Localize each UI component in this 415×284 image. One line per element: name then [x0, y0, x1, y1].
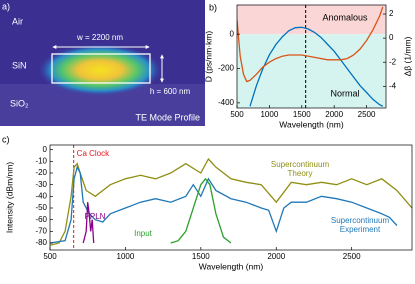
series-group — [237, 6, 384, 107]
plot-frame — [49, 144, 413, 251]
y2-tick-label: 2 — [389, 9, 394, 18]
panel-label: b) — [209, 2, 217, 12]
y2-tick-label: 0 — [389, 33, 394, 42]
x-tick-label: 2500 — [358, 110, 376, 119]
y2-axis-label: Δβ (1/mm) — [402, 36, 412, 76]
x-tick-label: 500 — [230, 110, 244, 119]
core-label: SiN — [12, 60, 27, 70]
annotation: Normal — [330, 88, 359, 98]
series-line — [50, 165, 398, 244]
substrate-label: SiO₂ — [10, 98, 29, 108]
marker-label: Ca Clock — [77, 149, 110, 158]
x-tick-label: 1000 — [117, 252, 135, 261]
x-axis-label: Wavelength (nm) — [199, 261, 264, 271]
panel-label: a) — [2, 1, 10, 11]
plot — [237, 5, 386, 108]
waveguide-core — [51, 53, 151, 84]
annotation: Anomalous — [322, 12, 368, 22]
width-label: w = 2200 nm — [76, 33, 123, 42]
y-tick-label: -10 — [35, 156, 47, 165]
y-tick-label: -40 — [35, 191, 47, 200]
series-group — [50, 157, 412, 246]
y-tick-label: -200 — [218, 64, 235, 73]
plot-frame — [236, 4, 387, 109]
series-line — [170, 177, 232, 244]
series-label: Supercontinuum Theory — [270, 160, 330, 178]
x-tick-label: 2000 — [325, 110, 343, 119]
series-label: PPLN — [84, 212, 106, 221]
y-tick-label: -400 — [218, 98, 235, 107]
y2-tick-label: -4 — [389, 81, 397, 90]
x-axis-label: Wavelength (nm) — [279, 119, 344, 129]
x-tick-label: 1500 — [293, 110, 311, 119]
y-tick-label: -70 — [35, 226, 47, 235]
x-tick-label: 1500 — [192, 252, 210, 261]
y-axis-label: Intensity (dBm/nm) — [4, 162, 14, 233]
y-tick-label: -50 — [35, 203, 47, 212]
series-line — [82, 202, 95, 244]
y-tick-label: 0 — [43, 145, 48, 154]
mode-profile — [38, 44, 162, 96]
series-line — [237, 6, 384, 83]
panel-label: c) — [2, 134, 10, 144]
y-tick-label: -30 — [35, 180, 47, 189]
x-tick-label: 2000 — [267, 252, 285, 261]
x-tick-label: 1000 — [260, 110, 278, 119]
y-axis-label: D (ps/nm·km) — [203, 31, 213, 83]
plot — [50, 145, 412, 250]
x-tick-label: 500 — [43, 252, 57, 261]
series-line — [50, 157, 412, 246]
y2-tick-label: -2 — [389, 57, 397, 66]
y-tick-label: 0 — [230, 29, 235, 38]
caption: TE Mode Profile — [135, 112, 200, 122]
y-tick-label: -60 — [35, 215, 47, 224]
series-line — [249, 26, 384, 107]
y-tick-label: -80 — [35, 238, 47, 247]
series-label: Supercontinuum Experiment — [330, 216, 390, 234]
anomalous-region — [237, 5, 386, 35]
air-label: Air — [12, 16, 23, 26]
panel-a: a) Air w = 2200 nm SiN h = 600 nm SiO₂ T… — [0, 0, 205, 126]
series-label: Input — [134, 229, 152, 238]
height-label: h = 600 nm — [150, 87, 191, 96]
y-tick-label: -20 — [35, 168, 47, 177]
x-tick-label: 2500 — [343, 252, 361, 261]
